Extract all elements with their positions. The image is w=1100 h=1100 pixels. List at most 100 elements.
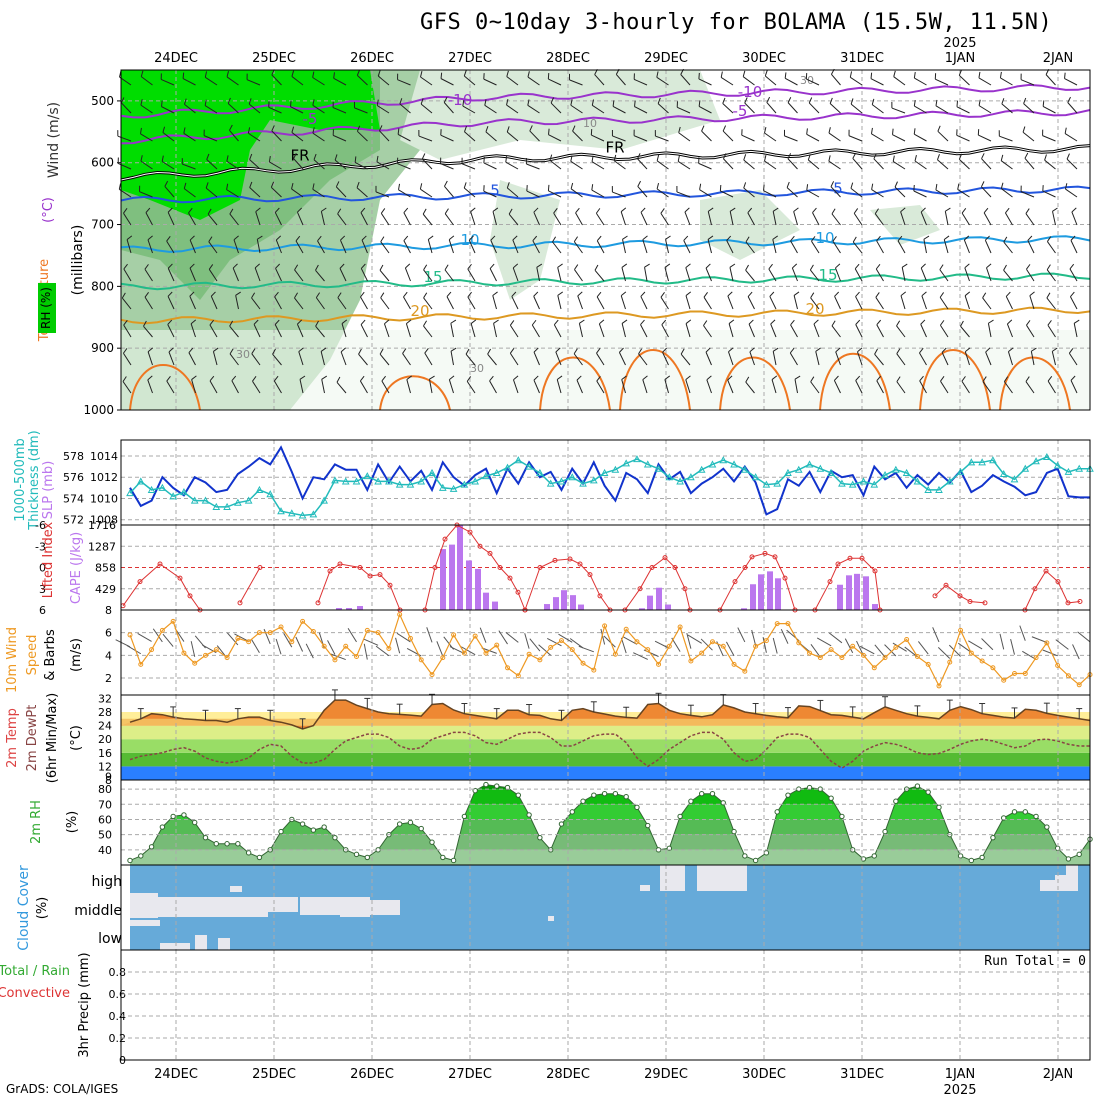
wind-barb-flag bbox=[591, 99, 595, 106]
wind10m-barb bbox=[363, 643, 368, 660]
wind-barb-flag bbox=[126, 235, 133, 240]
wind-barb bbox=[144, 268, 153, 282]
wind-barb-flag bbox=[920, 263, 926, 269]
wind-barb-flag bbox=[147, 375, 153, 381]
rh2m-marker bbox=[709, 790, 716, 797]
wind-barb-flag bbox=[811, 236, 816, 242]
wind-barb-flag bbox=[794, 375, 801, 380]
cloud-clear-cell bbox=[1066, 865, 1078, 891]
wind-barb bbox=[209, 324, 218, 338]
wind10m-barb bbox=[375, 645, 390, 657]
wind-barb bbox=[853, 213, 863, 226]
temperature-line bbox=[129, 699, 1091, 730]
lifted-index-marker bbox=[187, 593, 193, 599]
wind-barb-flag bbox=[706, 375, 712, 381]
wind-barb bbox=[791, 267, 798, 282]
wind-barb-flag bbox=[1003, 236, 1008, 243]
wind-barb-flag bbox=[166, 375, 171, 382]
thickness-marker bbox=[967, 458, 976, 466]
wind-barb bbox=[484, 104, 497, 114]
wind10m-barb bbox=[932, 627, 940, 643]
wind-barb bbox=[483, 162, 497, 170]
wind-barb bbox=[728, 351, 734, 366]
slp-tick-label: 1008 bbox=[90, 514, 118, 527]
wind-barb bbox=[397, 163, 411, 170]
wind-barb bbox=[1067, 102, 1078, 114]
wind-barb-flag bbox=[229, 348, 234, 355]
wind-barb bbox=[512, 239, 519, 254]
wind-barb-flag bbox=[273, 375, 279, 382]
lifted-index-marker bbox=[597, 593, 603, 599]
wind-barb bbox=[123, 212, 132, 226]
wind-barb-flag bbox=[532, 235, 538, 242]
wind-barb-flag bbox=[850, 98, 854, 105]
wind-barb bbox=[527, 76, 540, 86]
wind-barb bbox=[167, 212, 175, 226]
wind-barb-flag bbox=[874, 208, 879, 214]
thickness-marker bbox=[633, 455, 641, 463]
wind-barb bbox=[403, 212, 411, 226]
wind-barb-flag bbox=[772, 207, 779, 212]
pressure-tick-label: 700 bbox=[91, 218, 114, 232]
lifted-index-marker bbox=[337, 561, 343, 567]
wind-barb bbox=[122, 381, 132, 394]
thickness-marker bbox=[848, 480, 857, 488]
wind-barb bbox=[315, 325, 325, 338]
wind-barb bbox=[337, 213, 347, 226]
wind-barb bbox=[1070, 380, 1078, 394]
wind-barb bbox=[575, 212, 583, 226]
wind-barb bbox=[296, 323, 304, 338]
wind-barb-flag bbox=[161, 100, 163, 107]
wind10m-marker bbox=[796, 640, 802, 646]
wind10m-barb bbox=[948, 644, 961, 657]
lifted-index-marker bbox=[367, 573, 373, 579]
wind-barb bbox=[633, 135, 648, 142]
wind-barb-flag bbox=[313, 153, 317, 160]
wind10m-barb bbox=[620, 637, 627, 654]
wind-barb bbox=[941, 352, 949, 366]
wind-barb-flag bbox=[599, 319, 605, 325]
wind10m-barb bbox=[479, 627, 487, 643]
wind-barb-flag bbox=[1027, 235, 1033, 241]
wind10m-speed-line bbox=[129, 612, 1091, 688]
wind-barb bbox=[1001, 188, 1013, 198]
wind-barb-flag bbox=[665, 235, 671, 240]
wind-barb bbox=[209, 380, 218, 394]
wind-barb bbox=[664, 267, 669, 282]
wind-barb-flag bbox=[790, 235, 795, 242]
thickness-marker bbox=[190, 496, 199, 504]
wind-barb bbox=[893, 76, 906, 86]
wind-barb bbox=[871, 189, 884, 198]
temperature-contour bbox=[120, 272, 1091, 291]
lifted-index-marker bbox=[943, 582, 949, 588]
wind-barb-flag bbox=[184, 98, 187, 105]
wind-barb-flag bbox=[790, 319, 795, 326]
wind-barb-flag bbox=[403, 291, 408, 298]
wind-barb bbox=[406, 379, 411, 394]
wind-barb-flag bbox=[596, 291, 602, 298]
wind-barb bbox=[251, 353, 261, 366]
lifted-index-marker bbox=[1043, 568, 1049, 574]
rh2m-marker bbox=[353, 851, 360, 858]
top-date-label: 25DEC bbox=[252, 51, 296, 66]
wind10m-barb bbox=[856, 640, 864, 656]
cloud-clear-cell bbox=[230, 886, 242, 892]
wind-barb-flag bbox=[921, 291, 927, 297]
wind-barb bbox=[428, 379, 433, 394]
wind-barb-flag bbox=[189, 263, 195, 269]
top-date-label: 28DEC bbox=[546, 51, 590, 66]
wind10m-barb bbox=[968, 640, 983, 650]
rh-low-region bbox=[121, 330, 1090, 410]
wind10m-barb bbox=[603, 635, 616, 648]
lifted-index-marker bbox=[662, 555, 668, 561]
wind-barb bbox=[529, 130, 540, 142]
wind-barb bbox=[360, 296, 368, 310]
wind-barb bbox=[465, 353, 476, 366]
rh2m-marker bbox=[138, 853, 144, 859]
wind10m-barb bbox=[250, 638, 260, 653]
wind-barb bbox=[552, 241, 562, 254]
wind-barb bbox=[273, 380, 282, 394]
wind-tick-label: 4 bbox=[105, 649, 112, 662]
cloud-clear-cell bbox=[1055, 875, 1067, 891]
